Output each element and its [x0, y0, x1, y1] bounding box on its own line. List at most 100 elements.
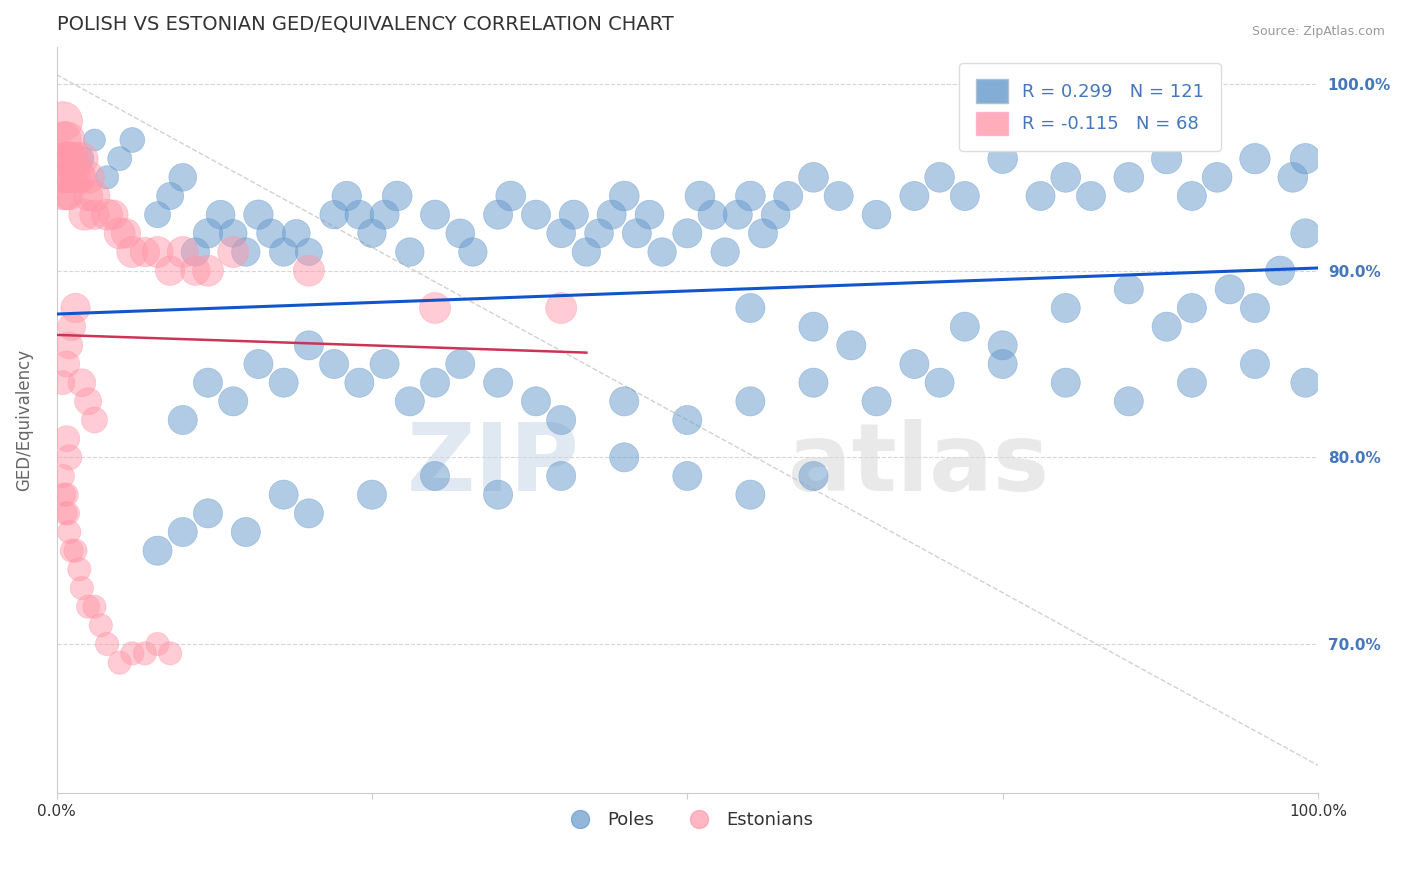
Point: [222, 227, 245, 241]
Point: [1080, 189, 1102, 203]
Point: [550, 301, 572, 315]
Point: [991, 338, 1014, 352]
Point: [752, 227, 775, 241]
Point: [172, 245, 194, 260]
Point: [865, 208, 887, 222]
Point: [70, 152, 93, 166]
Point: [146, 245, 169, 260]
Point: [52, 469, 75, 483]
Text: atlas: atlas: [789, 419, 1049, 511]
Point: [184, 245, 207, 260]
Point: [461, 245, 484, 260]
Point: [1118, 170, 1140, 185]
Point: [1054, 301, 1077, 315]
Point: [676, 413, 699, 427]
Point: [740, 488, 762, 502]
Point: [398, 394, 420, 409]
Point: [83, 208, 105, 222]
Point: [740, 301, 762, 315]
Point: [55, 357, 77, 371]
Point: [96, 170, 118, 185]
Point: [550, 413, 572, 427]
Point: [83, 413, 105, 427]
Point: [385, 189, 408, 203]
Point: [562, 208, 585, 222]
Point: [600, 208, 623, 222]
Point: [423, 376, 446, 390]
Point: [77, 170, 100, 185]
Point: [70, 152, 93, 166]
Point: [361, 488, 384, 502]
Point: [1294, 152, 1316, 166]
Point: [398, 245, 420, 260]
Point: [588, 227, 610, 241]
Point: [55, 170, 77, 185]
Point: [146, 637, 169, 651]
Point: [298, 263, 321, 277]
Point: [146, 208, 169, 222]
Point: [96, 637, 118, 651]
Point: [1181, 301, 1204, 315]
Point: [90, 618, 112, 632]
Point: [159, 189, 181, 203]
Point: [52, 170, 75, 185]
Point: [52, 152, 75, 166]
Point: [172, 524, 194, 539]
Point: [222, 245, 245, 260]
Point: [298, 506, 321, 520]
Point: [55, 506, 77, 520]
Point: [67, 562, 90, 576]
Point: [1206, 170, 1229, 185]
Point: [828, 189, 851, 203]
Point: [52, 376, 75, 390]
Point: [159, 263, 181, 277]
Point: [740, 394, 762, 409]
Point: [58, 152, 80, 166]
Point: [374, 357, 396, 371]
Point: [928, 376, 950, 390]
Point: [273, 376, 295, 390]
Point: [928, 170, 950, 185]
Point: [55, 488, 77, 502]
Point: [247, 357, 270, 371]
Point: [839, 338, 862, 352]
Point: [323, 357, 346, 371]
Point: [903, 357, 925, 371]
Point: [1029, 189, 1052, 203]
Point: [374, 208, 396, 222]
Point: [58, 170, 80, 185]
Point: [1156, 152, 1178, 166]
Point: [197, 376, 219, 390]
Point: [108, 227, 131, 241]
Point: [260, 227, 283, 241]
Point: [65, 543, 87, 558]
Point: [121, 133, 143, 147]
Point: [1181, 376, 1204, 390]
Point: [55, 189, 77, 203]
Point: [676, 469, 699, 483]
Point: [349, 376, 371, 390]
Point: [58, 189, 80, 203]
Point: [1244, 301, 1267, 315]
Point: [803, 376, 825, 390]
Point: [58, 450, 80, 465]
Point: [613, 450, 636, 465]
Point: [550, 469, 572, 483]
Point: [83, 133, 105, 147]
Text: ZIP: ZIP: [408, 419, 581, 511]
Point: [209, 208, 232, 222]
Text: Source: ZipAtlas.com: Source: ZipAtlas.com: [1251, 25, 1385, 38]
Point: [575, 245, 598, 260]
Point: [96, 208, 118, 222]
Point: [1294, 376, 1316, 390]
Point: [1294, 227, 1316, 241]
Point: [778, 189, 800, 203]
Point: [121, 646, 143, 660]
Point: [626, 227, 648, 241]
Point: [1181, 189, 1204, 203]
Point: [1219, 282, 1241, 296]
Point: [108, 152, 131, 166]
Point: [953, 319, 976, 334]
Point: [1244, 357, 1267, 371]
Point: [1244, 152, 1267, 166]
